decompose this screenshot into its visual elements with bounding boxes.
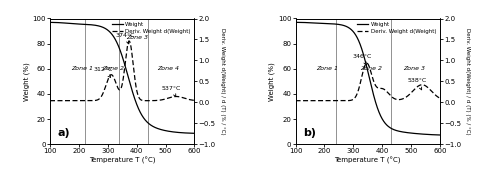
Deriv. Weight d(Weight): [126, 40, 132, 42]
Deriv. Weight d(Weight): [188, 99, 194, 101]
Text: 537°C: 537°C: [162, 86, 181, 97]
Weight: [433, 134, 439, 136]
Deriv. Weight d(Weight): [114, 83, 119, 85]
Text: Zone 3: Zone 3: [126, 35, 148, 40]
X-axis label: Temperature T (°C): Temperature T (°C): [89, 157, 156, 164]
Deriv. Weight d(Weight): [433, 94, 439, 97]
Deriv. Weight d(Weight): [292, 100, 298, 102]
Text: 312°C: 312°C: [94, 67, 113, 77]
Legend: Weight, Deriv. Weight d(Weight): Weight, Deriv. Weight d(Weight): [110, 21, 192, 35]
Weight: [437, 134, 443, 136]
X-axis label: Temperature T (°C): Temperature T (°C): [334, 157, 401, 164]
Y-axis label: Weight (%): Weight (%): [23, 62, 30, 101]
Weight: [114, 41, 119, 43]
Y-axis label: Weight (%): Weight (%): [268, 62, 275, 101]
Weight: [54, 21, 60, 24]
Deriv. Weight d(Weight): [437, 97, 443, 99]
Text: 538°C: 538°C: [408, 78, 426, 90]
Deriv. Weight d(Weight): [117, 88, 123, 91]
Line: Weight: Weight: [50, 22, 195, 133]
Deriv. Weight d(Weight): [192, 99, 198, 101]
Line: Weight: Weight: [296, 22, 440, 135]
Deriv. Weight d(Weight): [188, 99, 194, 101]
Text: b): b): [303, 128, 316, 138]
Deriv. Weight d(Weight): [364, 62, 370, 64]
Legend: Weight, Deriv. Weight d(Weight): Weight, Deriv. Weight d(Weight): [356, 21, 437, 35]
Line: Deriv. Weight d(Weight): Deriv. Weight d(Weight): [296, 63, 440, 101]
Text: Zone 2: Zone 2: [360, 66, 382, 71]
Y-axis label: Deriv. Weight d(Weight) / d (T) (% / °C): Deriv. Weight d(Weight) / d (T) (% / °C): [466, 28, 470, 135]
Deriv. Weight d(Weight): [363, 63, 369, 65]
Deriv. Weight d(Weight): [406, 93, 412, 96]
Weight: [117, 50, 123, 52]
Text: 346°C: 346°C: [352, 54, 372, 65]
Text: Zone 3: Zone 3: [403, 66, 425, 71]
Text: Zone 2: Zone 2: [102, 66, 124, 71]
Text: Zone 1: Zone 1: [316, 66, 338, 71]
Weight: [406, 132, 412, 134]
Line: Deriv. Weight d(Weight): Deriv. Weight d(Weight): [50, 41, 195, 101]
Text: Zone 4: Zone 4: [158, 66, 180, 71]
Deriv. Weight d(Weight): [54, 100, 60, 102]
Deriv. Weight d(Weight): [300, 100, 306, 102]
Text: Zone 1: Zone 1: [71, 66, 93, 71]
Weight: [188, 132, 194, 134]
Deriv. Weight d(Weight): [47, 100, 53, 102]
Weight: [160, 129, 166, 131]
Weight: [192, 132, 198, 134]
Weight: [300, 21, 306, 23]
Text: a): a): [57, 128, 70, 138]
Weight: [187, 132, 193, 134]
Weight: [363, 62, 369, 64]
Text: 374°C: 374°C: [116, 33, 135, 44]
Weight: [292, 21, 298, 23]
Deriv. Weight d(Weight): [359, 75, 365, 77]
Weight: [47, 21, 53, 23]
Weight: [359, 48, 365, 51]
Deriv. Weight d(Weight): [161, 98, 167, 100]
Deriv. Weight d(Weight): [433, 94, 439, 97]
Y-axis label: Deriv. Weight d(Weight) / d (T) (% / °C): Deriv. Weight d(Weight) / d (T) (% / °C): [220, 28, 225, 135]
Weight: [432, 134, 438, 136]
